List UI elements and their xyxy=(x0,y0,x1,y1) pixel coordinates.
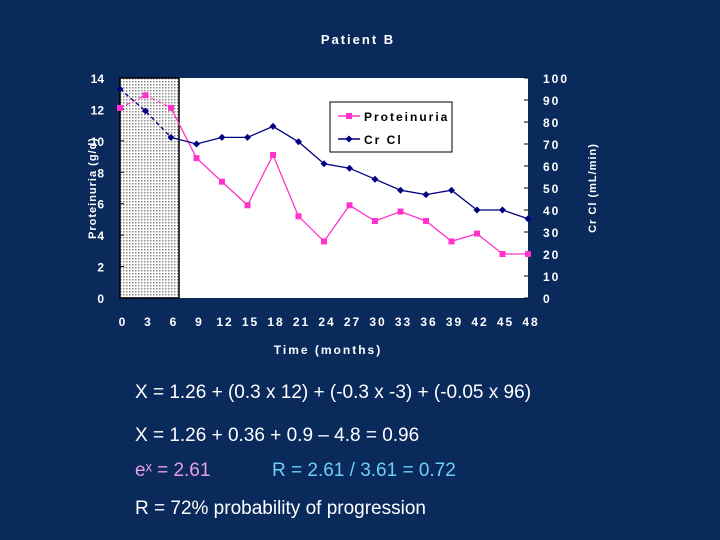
data-point-crcl xyxy=(193,140,200,148)
y-right-tick-label: 0 xyxy=(543,292,552,306)
equation-line-4: R = 72% probability of progression xyxy=(135,498,426,519)
x-tick-label: 15 xyxy=(242,315,259,329)
data-point-proteinuria xyxy=(525,251,531,257)
data-point-crcl xyxy=(371,175,379,183)
data-point-proteinuria xyxy=(397,208,404,215)
x-tick-label: 39 xyxy=(446,315,463,329)
y-left-tick-label: 4 xyxy=(97,229,104,243)
shaded-region xyxy=(119,77,180,299)
x-tick-label: 36 xyxy=(420,315,437,329)
data-point-proteinuria xyxy=(372,218,378,224)
data-point-crcl xyxy=(244,133,251,141)
legend-label: Proteinuria xyxy=(364,110,449,124)
data-point-proteinuria xyxy=(142,92,149,99)
plot-area xyxy=(120,78,528,298)
data-point-crcl xyxy=(142,107,149,115)
x-tick-label: 3 xyxy=(144,315,153,329)
data-point-crcl xyxy=(269,122,277,130)
data-point-proteinuria xyxy=(295,213,302,220)
data-point-crcl xyxy=(499,206,506,214)
legend-label: Cr Cl xyxy=(364,133,403,147)
x-tick-label: 30 xyxy=(369,315,386,329)
x-tick-label: 12 xyxy=(216,315,233,329)
data-point-crcl xyxy=(320,160,328,168)
data-point-crcl xyxy=(397,186,404,194)
y-right-tick-label: 90 xyxy=(543,94,560,108)
data-point-crcl xyxy=(167,133,175,141)
y-right-tick-label: 80 xyxy=(543,116,560,130)
y-right-tick-label: 100 xyxy=(543,72,569,86)
equation-line-1: X = 1.26 + (0.3 x 12) + (-0.3 x -3) + (-… xyxy=(135,382,532,403)
y-left-axis-label: Proteinuria (g/d) xyxy=(87,137,99,239)
legend-marker xyxy=(346,113,352,119)
equation-line-3-left: eˣ = 2.61 xyxy=(135,460,211,481)
x-tick-label: 21 xyxy=(293,315,310,329)
y-right-tick-label: 20 xyxy=(543,248,560,262)
legend-marker xyxy=(345,135,353,143)
data-point-proteinuria xyxy=(474,230,480,237)
y-right-tick-label: 60 xyxy=(543,160,560,174)
y-left-tick-label: 14 xyxy=(91,72,105,86)
data-point-crcl xyxy=(473,206,481,214)
data-point-proteinuria xyxy=(448,238,455,245)
data-point-crcl xyxy=(524,215,532,223)
x-tick-label: 24 xyxy=(318,315,335,329)
y-right-tick-label: 50 xyxy=(543,182,560,196)
x-axis-label: Time (months) xyxy=(274,343,382,357)
y-right-tick-label: 70 xyxy=(543,138,560,152)
legend-box xyxy=(329,101,453,153)
data-point-proteinuria xyxy=(270,152,276,158)
x-tick-label: 0 xyxy=(119,315,128,329)
data-point-proteinuria xyxy=(423,218,429,224)
y-left-tick-label: 2 xyxy=(97,261,104,275)
data-point-crcl xyxy=(295,138,302,146)
y-right-axis-label: Cr Cl (mL/min) xyxy=(587,143,599,233)
data-point-proteinuria xyxy=(346,202,353,209)
data-point-proteinuria xyxy=(117,104,123,111)
data-point-proteinuria xyxy=(193,155,200,162)
data-point-crcl xyxy=(218,133,226,141)
chart-title: Patient B xyxy=(321,32,395,47)
data-point-crcl xyxy=(346,164,353,172)
series-line-dashed-cr-cl xyxy=(119,88,172,138)
data-point-crcl xyxy=(448,186,455,194)
data-point-proteinuria xyxy=(244,202,251,209)
data-point-proteinuria xyxy=(168,104,174,111)
y-left-tick-label: 12 xyxy=(91,103,105,117)
data-point-crcl xyxy=(116,85,124,93)
x-tick-label: 6 xyxy=(170,315,179,329)
y-right-tick-label: 40 xyxy=(543,204,560,218)
y-left-tick-label: 0 xyxy=(97,292,104,306)
y-left-tick-label: 6 xyxy=(97,198,104,212)
data-point-proteinuria xyxy=(219,178,225,185)
equation-line-3-right: R = 2.61 / 3.61 = 0.72 xyxy=(272,460,456,481)
x-tick-label: 27 xyxy=(344,315,361,329)
x-tick-label: 48 xyxy=(522,315,539,329)
y-left-tick-label: 10 xyxy=(91,135,105,149)
equation-line-2: X = 1.26 + 0.36 + 0.9 – 4.8 = 0.96 xyxy=(135,425,420,446)
x-tick-label: 45 xyxy=(497,315,514,329)
data-point-proteinuria xyxy=(499,251,506,257)
data-point-crcl xyxy=(422,191,430,199)
data-point-proteinuria xyxy=(321,238,327,245)
x-tick-label: 9 xyxy=(195,315,204,329)
y-right-tick-label: 30 xyxy=(543,226,560,240)
x-tick-label: 42 xyxy=(471,315,488,329)
x-tick-label: 18 xyxy=(267,315,284,329)
x-tick-label: 33 xyxy=(395,315,412,329)
y-left-tick-label: 8 xyxy=(97,166,104,180)
y-right-tick-label: 10 xyxy=(543,270,560,284)
chart: Patient B0246810121401020304050607080901… xyxy=(87,32,599,357)
